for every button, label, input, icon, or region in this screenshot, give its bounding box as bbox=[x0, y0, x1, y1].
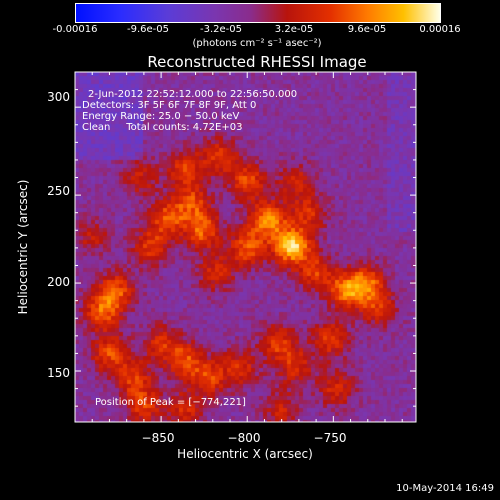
colorbar-tick-label: -3.2e-05 bbox=[200, 24, 242, 35]
timestamp: 10-May-2014 16:49 bbox=[396, 483, 494, 494]
plot-frame bbox=[74, 71, 417, 423]
x-tick-label: −850 bbox=[141, 431, 175, 445]
x-tick-label: −750 bbox=[313, 431, 347, 445]
peak-position-label: Position of Peak = [−774,221] bbox=[95, 397, 246, 408]
colorbar-tick-label: -9.6e-05 bbox=[127, 24, 169, 35]
y-tick-label: 300 bbox=[47, 90, 70, 104]
colorbar bbox=[75, 3, 441, 23]
y-tick-label: 150 bbox=[47, 366, 70, 380]
y-tick-label: 250 bbox=[47, 184, 70, 198]
y-axis-label: Heliocentric Y (arcsec) bbox=[16, 179, 30, 315]
heatmap-image bbox=[75, 72, 416, 422]
colorbar-tick-label: 3.2e-05 bbox=[274, 24, 314, 35]
colorbar-tick-label: 9.6e-05 bbox=[347, 24, 387, 35]
x-axis-label: Heliocentric X (arcsec) bbox=[177, 447, 313, 461]
colorbar-tick-label: 0.00016 bbox=[419, 24, 461, 35]
energy-range-label: Energy Range: 25.0 − 50.0 keV bbox=[82, 111, 240, 122]
y-tick-label: 200 bbox=[47, 275, 70, 289]
colorbar-tick-label: -0.00016 bbox=[52, 24, 98, 35]
x-tick-label: −800 bbox=[227, 431, 261, 445]
clean-counts-label: Clean Total counts: 4.72E+03 bbox=[82, 122, 243, 133]
chart-title: Reconstructed RHESSI Image bbox=[147, 53, 367, 71]
colorbar-units: (photons cm⁻² s⁻¹ asec⁻²) bbox=[192, 38, 322, 49]
time-range-label: 2-Jun-2012 22:52:12.000 to 22:56:50.000 bbox=[88, 89, 298, 100]
detectors-label: Detectors: 3F 5F 6F 7F 8F 9F, Att 0 bbox=[82, 100, 257, 111]
